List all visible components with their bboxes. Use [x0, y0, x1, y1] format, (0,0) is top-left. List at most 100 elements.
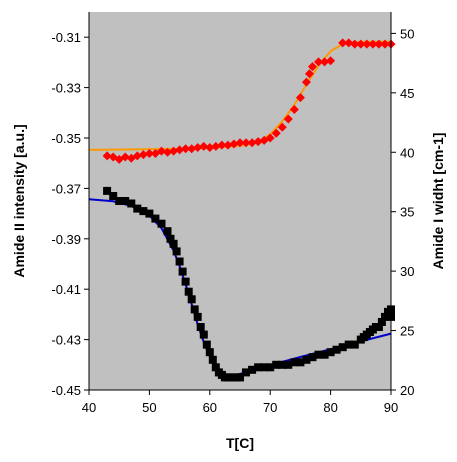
- amide-i-point: [362, 39, 372, 49]
- y-left-tick-label: -0.41: [51, 282, 81, 297]
- y-right-tick-label: 20: [400, 383, 414, 398]
- amide-i-point: [187, 144, 197, 154]
- amide-ii-point: [208, 355, 217, 364]
- amide-ii-point: [169, 239, 178, 248]
- amide-ii-point: [284, 360, 293, 369]
- amide-ii-point: [193, 312, 202, 321]
- amide-ii-point: [178, 267, 187, 276]
- amide-i-point: [265, 133, 275, 143]
- amide-ii-point: [133, 204, 142, 213]
- amide-ii-point: [350, 340, 359, 349]
- amide-ii-point: [175, 257, 184, 266]
- amide-i-point: [320, 57, 330, 67]
- amide-ii-point: [248, 365, 257, 374]
- amide-ii-point: [151, 214, 160, 223]
- x-tick-label: 70: [263, 400, 277, 415]
- amide-ii-point: [278, 360, 287, 369]
- amide-ii-point: [196, 323, 205, 331]
- amide-ii-point: [338, 343, 347, 352]
- amide-i-point: [271, 128, 281, 138]
- amide-ii-point: [172, 247, 181, 256]
- amide-i-point: [144, 148, 154, 158]
- amide-ii-point: [127, 199, 136, 208]
- amide-ii-point: [272, 360, 281, 369]
- amide-ii-point: [184, 287, 193, 296]
- amide-i-point: [199, 141, 209, 151]
- amide-i-point: [120, 152, 130, 162]
- amide-ii-point: [181, 277, 190, 286]
- amide-i-point: [229, 139, 239, 149]
- amide-ii-point: [296, 358, 305, 367]
- amide-ii-point: [166, 234, 175, 243]
- amide-i-point: [241, 138, 251, 148]
- amide-ii-point: [121, 197, 130, 205]
- amide-ii-point: [115, 197, 124, 205]
- amide-i-point: [193, 143, 203, 153]
- amide-ii-point: [308, 353, 317, 362]
- y-left-tick-label: -0.43: [51, 333, 81, 348]
- x-tick-label: 50: [142, 400, 156, 415]
- y-right-tick-label: 35: [400, 205, 414, 220]
- amide-i-point: [205, 143, 215, 153]
- x-axis-title: T[C]: [226, 435, 254, 451]
- x-tick-label: 90: [384, 400, 398, 415]
- amide-ii-point: [211, 363, 220, 372]
- amide-ii-point: [266, 363, 275, 372]
- amide-ii-point: [199, 330, 208, 339]
- amide-i-point: [235, 138, 245, 148]
- amide-i-point: [247, 138, 257, 148]
- amide-ii-point: [139, 207, 148, 216]
- amide-ii-point: [344, 340, 353, 349]
- x-tick-label: 60: [203, 400, 217, 415]
- amide-i-point: [304, 69, 314, 79]
- amide-ii-point: [145, 209, 154, 218]
- amide-i-point: [326, 56, 336, 66]
- y-right-tick-label: 30: [400, 264, 414, 279]
- amide-ii-point: [157, 219, 166, 228]
- amide-i-point: [374, 39, 384, 49]
- amide-i-point: [289, 104, 299, 114]
- amide-i-point: [217, 140, 227, 150]
- amide-i-point: [356, 39, 366, 49]
- amide-i-point: [175, 145, 185, 155]
- amide-ii-point: [205, 348, 214, 357]
- amide-i-point: [169, 146, 179, 156]
- amide-i-point: [314, 57, 324, 67]
- y-right-tick-label: 45: [400, 86, 414, 101]
- amide-ii-point: [260, 363, 269, 372]
- amide-i-point: [368, 39, 378, 49]
- amide-ii-point: [202, 340, 211, 349]
- amide-ii-point: [254, 363, 263, 372]
- amide-i-point: [307, 62, 317, 72]
- y-left-tick-label: -0.39: [51, 232, 81, 247]
- amide-ii-point: [302, 355, 311, 364]
- amide-i-point: [156, 146, 166, 156]
- amide-ii-point: [109, 192, 118, 200]
- amide-i-point: [380, 39, 390, 49]
- amide-i-point: [138, 150, 148, 160]
- amide-i-point: [277, 122, 287, 132]
- amide-i-point: [283, 114, 293, 124]
- x-tick-label: 80: [323, 400, 337, 415]
- amide-ii-point: [187, 295, 196, 304]
- y-right-tick-label: 50: [400, 26, 414, 41]
- amide-ii-point: [103, 186, 112, 195]
- amide-i-point: [102, 151, 112, 161]
- amide-ii-point: [242, 368, 250, 377]
- amide-ii-point: [377, 318, 386, 326]
- amide-ii-point: [320, 350, 329, 359]
- amide-ii-point: [332, 345, 341, 354]
- amide-ii-point: [190, 305, 199, 314]
- amide-i-point: [181, 144, 191, 154]
- y-axis-right-title: Amide I widht [cm-1]: [430, 133, 446, 270]
- y-left-tick-label: -0.31: [51, 30, 81, 45]
- y-left-tick-label: -0.35: [51, 131, 81, 146]
- y-left-tick-label: -0.45: [51, 383, 81, 398]
- amide-ii-point: [236, 373, 244, 382]
- y-right-tick-label: 25: [400, 324, 414, 339]
- amide-ii-point: [290, 358, 299, 367]
- plot-area: [89, 12, 391, 390]
- amide-i-point: [223, 140, 233, 150]
- y-left-tick-label: -0.37: [51, 181, 81, 196]
- amide-ii-point: [163, 227, 172, 236]
